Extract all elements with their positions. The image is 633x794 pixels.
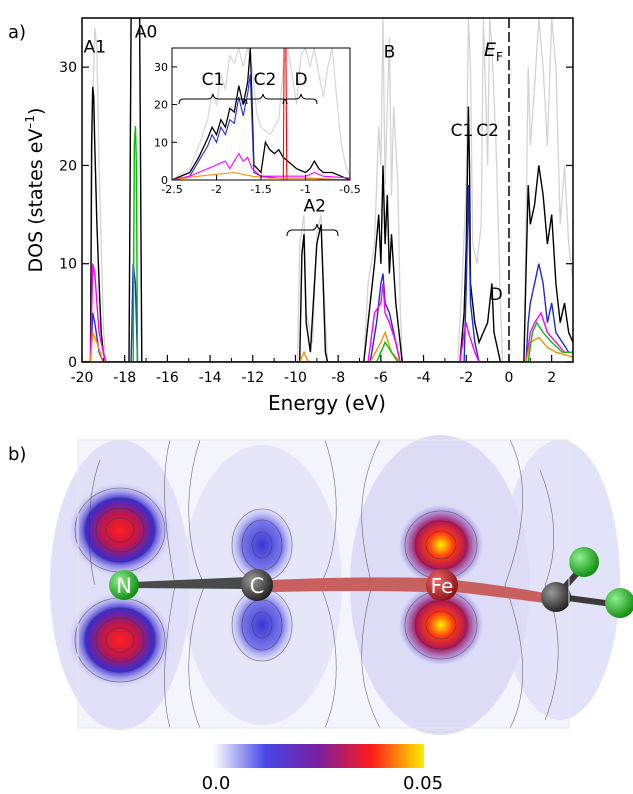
inset-y-tick-label: 0 <box>161 174 168 187</box>
inset-x-tick-label: -0.5 <box>339 183 360 196</box>
panel-label-a: a) <box>8 22 26 43</box>
colorbar <box>213 744 424 768</box>
inset-axes: -2.5 -2 -1.5 -1 -0.5 0 10 20 30 <box>154 61 361 196</box>
dos-series-5 <box>132 126 573 362</box>
inset-x-tick-label: -2.5 <box>161 183 182 196</box>
fermi-label: EF <box>484 39 503 64</box>
colorbar-min-label: 0.0 <box>202 773 231 794</box>
x-tick-label: -8 <box>331 370 345 386</box>
x-tick-label: 0 <box>504 370 513 386</box>
atom-c <box>241 569 273 601</box>
inset-series-5 <box>172 171 350 180</box>
inset-series-group <box>172 48 350 180</box>
dos-series-3 <box>89 263 573 362</box>
brace-d <box>282 93 318 105</box>
inset-series-4 <box>282 48 288 180</box>
inset-series-0 <box>172 48 350 180</box>
bond-c-fe <box>272 577 428 592</box>
inset-y-tick-label: 20 <box>154 99 168 112</box>
brace-c1 <box>178 93 248 105</box>
atom-label-fe: Fe <box>431 574 454 598</box>
y-tick-label: 20 <box>59 158 77 174</box>
x-tick-label: -10 <box>284 370 307 386</box>
peak-label-c2: C2 <box>476 121 499 141</box>
bond-n-c <box>133 577 248 589</box>
x-tick-label: -20 <box>71 370 94 386</box>
map-frame <box>77 439 570 729</box>
atom-label-c: C <box>250 574 265 598</box>
inset-y-tick-label: 30 <box>154 61 168 74</box>
y-tick-label: 0 <box>68 355 77 371</box>
inset-brace-label-d: D <box>294 70 307 90</box>
x-tick-label: -18 <box>113 370 136 386</box>
x-tick-label: -4 <box>417 370 431 386</box>
atom-label-n: N <box>116 574 132 598</box>
x-tick-label: -16 <box>156 370 179 386</box>
x-axis-label: Energy (eV) <box>268 391 386 415</box>
panel-label-b: b) <box>8 444 26 465</box>
inset-series-1 <box>172 48 350 180</box>
x-tick-label: -14 <box>199 370 222 386</box>
atom-c-right <box>541 582 571 612</box>
main-frame <box>81 17 574 363</box>
x-tick-label: 2 <box>547 370 556 386</box>
atom-cl-top <box>569 547 599 577</box>
x-tick-label: -6 <box>374 370 388 386</box>
dos-series-2 <box>89 185 573 362</box>
x-tick-label: -2 <box>459 370 473 386</box>
inset-x-tick-label: -1.5 <box>250 183 271 196</box>
y-axis-label: DOS (states eV–1) <box>23 108 47 273</box>
peak-label-a1: A1 <box>84 37 106 57</box>
y-tick-label: 10 <box>59 257 77 273</box>
y-tick-label: 30 <box>59 60 77 76</box>
atom-cl-right <box>605 588 633 618</box>
inset-plot: -2.5 -2 -1.5 -1 -0.5 0 10 20 30 C1 C2 D <box>154 47 361 196</box>
peak-label-d: D <box>490 285 503 305</box>
inset-brace-label-c2: C2 <box>254 70 277 90</box>
inset-x-tick-label: -2 <box>211 183 222 196</box>
atom-fe <box>426 569 458 601</box>
main-series-group <box>82 18 573 362</box>
inset-x-tick-label: -1 <box>300 183 311 196</box>
dos-series-4 <box>89 330 573 362</box>
atom-n <box>109 570 139 600</box>
inset-y-tick-label: 10 <box>154 136 168 149</box>
bond-fe-c <box>455 580 545 603</box>
density-map: N C Fe <box>50 435 633 735</box>
peak-label-c1: C1 <box>451 121 474 141</box>
dos-series-0 <box>82 18 573 362</box>
peak-label-a0: A0 <box>135 23 157 43</box>
dos-series-1 <box>82 18 573 362</box>
peak-label-b: B <box>384 42 396 62</box>
x-tick-label: -12 <box>241 370 264 386</box>
peak-label-a2: A2 <box>303 197 325 217</box>
colorbar-max-label: 0.05 <box>403 773 443 794</box>
brace-a2 <box>286 223 339 237</box>
inset-brace-label-c1: C1 <box>202 70 225 90</box>
inset-series-3 <box>172 152 350 180</box>
